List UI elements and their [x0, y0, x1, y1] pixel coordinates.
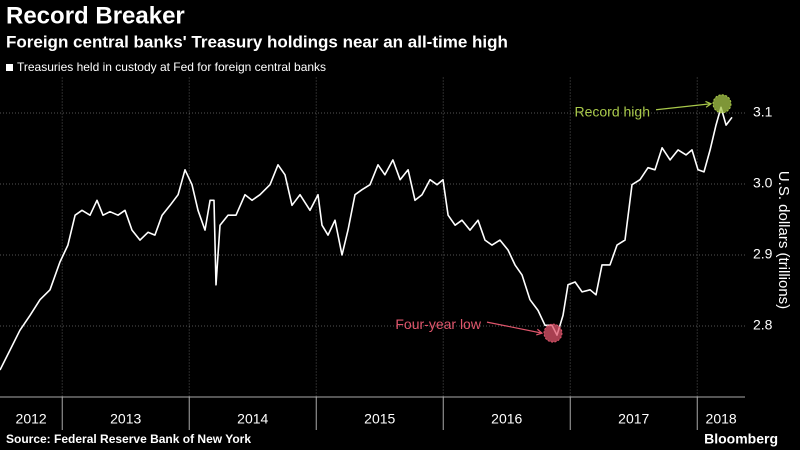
- x-tick-label: 2013: [110, 411, 141, 427]
- legend-swatch: [6, 64, 13, 71]
- source: Source: Federal Reserve Bank of New York: [6, 432, 251, 446]
- y-tick-label: 3.1: [753, 104, 773, 120]
- x-tick-label: 2016: [491, 411, 522, 427]
- x-tick-label: 2018: [706, 411, 737, 427]
- line-series: [0, 106, 733, 371]
- annotation-arrowhead: [536, 328, 544, 336]
- annotation-label: Four-year low: [395, 316, 481, 332]
- annotation-arrowhead: [705, 100, 713, 108]
- x-tick-label: 2017: [618, 411, 649, 427]
- y-tick-label: 2.9: [753, 246, 773, 262]
- x-tick-label: 2012: [16, 411, 47, 427]
- brand: Bloomberg: [704, 431, 778, 447]
- x-tick-label: 2015: [364, 411, 395, 427]
- legend-label: Treasuries held in custody at Fed for fo…: [17, 60, 326, 74]
- annotation-label: Record high: [575, 103, 651, 119]
- annotation-arrow: [655, 103, 712, 111]
- y-axis-label: U.S. dollars (trillions): [775, 171, 792, 309]
- annotation-marker: [543, 323, 563, 343]
- chart-title: Record Breaker: [6, 2, 185, 29]
- annotation-arrow: [486, 321, 543, 334]
- x-tick-label: 2014: [237, 411, 268, 427]
- y-tick-label: 3.0: [753, 175, 773, 191]
- chart-subtitle: Foreign central banks' Treasury holdings…: [6, 32, 508, 51]
- annotation-marker: [712, 94, 732, 114]
- y-tick-label: 2.8: [753, 317, 773, 333]
